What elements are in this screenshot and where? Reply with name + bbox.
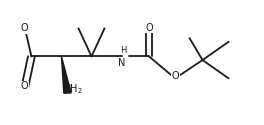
Text: N: N <box>118 58 125 68</box>
Text: O: O <box>21 23 28 33</box>
Text: NH$_2$: NH$_2$ <box>63 82 83 96</box>
Text: H: H <box>120 46 126 55</box>
Text: O: O <box>21 81 28 91</box>
Text: O: O <box>145 23 153 33</box>
Polygon shape <box>62 56 71 93</box>
Text: O: O <box>172 71 180 81</box>
